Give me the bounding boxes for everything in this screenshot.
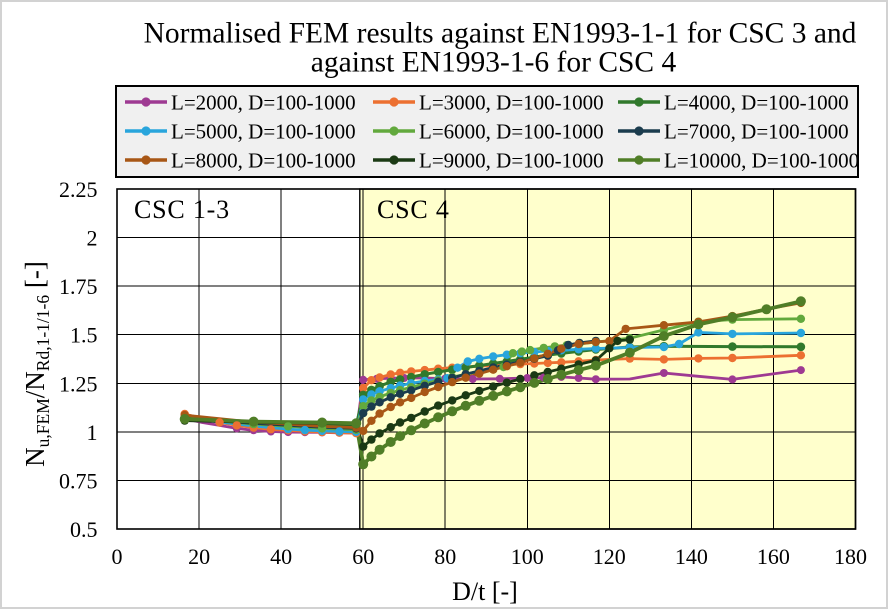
svg-text:1.5: 1.5 [70,323,98,348]
svg-text:2.25: 2.25 [59,177,98,202]
svg-text:2: 2 [87,226,98,251]
svg-text:100: 100 [511,544,544,569]
svg-text:80: 80 [434,544,456,569]
svg-text:L=8000, D=100-1000: L=8000, D=100-1000 [171,149,356,173]
svg-text:0: 0 [112,544,123,569]
svg-text:CSC 4: CSC 4 [377,195,450,224]
svg-text:120: 120 [593,544,626,569]
svg-text:1: 1 [87,420,98,445]
svg-text:L=2000, D=100-1000: L=2000, D=100-1000 [171,91,356,115]
svg-text:60: 60 [352,544,374,569]
svg-text:140: 140 [675,544,708,569]
svg-text:L=5000, D=100-1000: L=5000, D=100-1000 [171,120,356,144]
svg-text:L=7000, D=100-1000: L=7000, D=100-1000 [664,120,849,144]
svg-text:L=4000, D=100-1000: L=4000, D=100-1000 [664,91,849,115]
svg-text:D/t [-]: D/t [-] [452,577,518,606]
svg-text:1.75: 1.75 [59,274,98,299]
svg-text:40: 40 [270,544,292,569]
svg-text:20: 20 [188,544,210,569]
svg-text:180: 180 [834,544,867,569]
svg-text:Normalised FEM results against: Normalised FEM results against EN1993-1-… [144,18,857,50]
svg-text:L=6000, D=100-1000: L=6000, D=100-1000 [419,120,604,144]
svg-text:0.75: 0.75 [59,468,98,493]
svg-text:160: 160 [757,544,790,569]
svg-text:CSC 1-3: CSC 1-3 [134,195,230,224]
svg-text:L=9000, D=100-1000: L=9000, D=100-1000 [419,149,604,173]
svg-text:against EN1993-1-6 for CSC 4: against EN1993-1-6 for CSC 4 [311,47,677,79]
svg-text:1.25: 1.25 [59,371,98,396]
svg-text:L=10000, D=100-1000: L=10000, D=100-1000 [664,149,859,173]
svg-text:L=3000, D=100-1000: L=3000, D=100-1000 [419,91,604,115]
svg-text:0.5: 0.5 [70,517,98,542]
